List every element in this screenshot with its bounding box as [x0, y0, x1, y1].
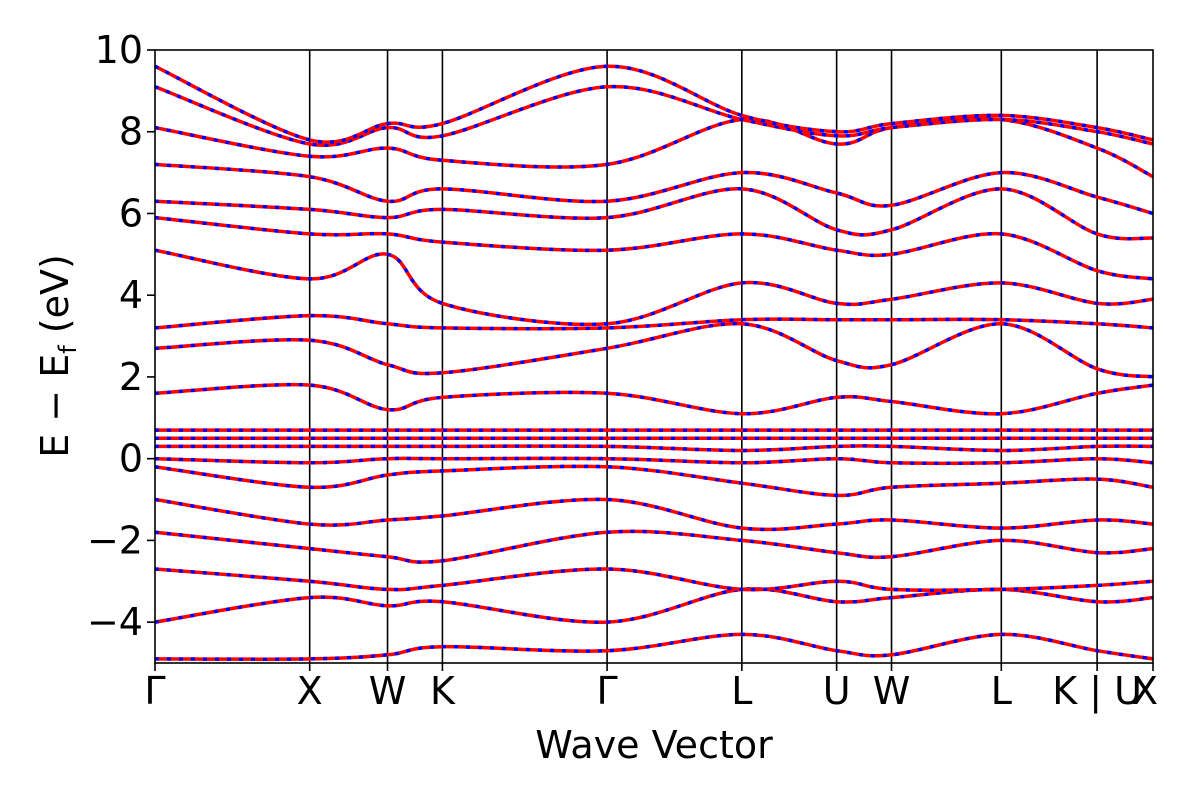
band-line-solid: [155, 567, 1153, 592]
x-tick-label: X: [1132, 669, 1158, 713]
band-line-solid: [155, 321, 1153, 379]
y-axis-title-main: E − E: [33, 354, 77, 458]
x-tick-label: Γ: [144, 669, 165, 713]
y-axis-title: E − Ef (eV): [33, 254, 82, 458]
band-line-dashed: [155, 456, 1153, 465]
x-tick-label: U: [823, 669, 851, 713]
y-tick-label: −4: [87, 600, 143, 644]
y-tick-label: 0: [119, 437, 143, 481]
x-tick-label: W: [873, 669, 911, 713]
y-axis-ticks: −4 −2 0 2 4 6 8 10: [87, 28, 155, 644]
band-line-dashed: [155, 116, 1153, 179]
band-line-dashed: [155, 382, 1153, 416]
x-tick-label: W: [369, 669, 407, 713]
y-tick-label: 2: [119, 355, 143, 399]
band-line-dashed: [155, 529, 1153, 564]
x-tick-label: K: [430, 669, 456, 713]
band-line-dashed: [155, 444, 1153, 453]
plot-frame: [154, 49, 1154, 664]
y-tick-label: 8: [119, 110, 143, 154]
band-line-dashed: [155, 187, 1153, 241]
band-line-dashed: [155, 162, 1153, 216]
x-tick-label: L: [991, 669, 1012, 713]
x-tick-label: K | U: [1052, 669, 1142, 714]
band-line-dashed: [155, 464, 1153, 498]
band-lines: [155, 64, 1153, 661]
x-tick-label: Γ: [597, 669, 618, 713]
band-line-solid: [155, 497, 1153, 532]
band-line-dashed: [155, 64, 1153, 144]
x-tick-label: X: [297, 669, 323, 713]
y-tick-label: −2: [87, 518, 143, 562]
y-tick-label: 4: [119, 273, 143, 317]
kpoint-divider-lines: [308, 50, 1098, 663]
y-tick-label: 10: [95, 28, 143, 72]
y-axis-title-unit: (eV): [33, 254, 77, 345]
x-axis-title: Wave Vector: [535, 723, 773, 767]
y-axis-title-subscript: f: [54, 345, 82, 354]
band-line-dashed: [155, 84, 1153, 147]
y-tick-label: 6: [119, 191, 143, 235]
x-tick-label: L: [731, 669, 752, 713]
band-line-dashed: [155, 215, 1153, 281]
band-line-dashed: [155, 313, 1153, 331]
band-line-dashed: [155, 632, 1153, 661]
band-line-dashed: [155, 248, 1153, 327]
